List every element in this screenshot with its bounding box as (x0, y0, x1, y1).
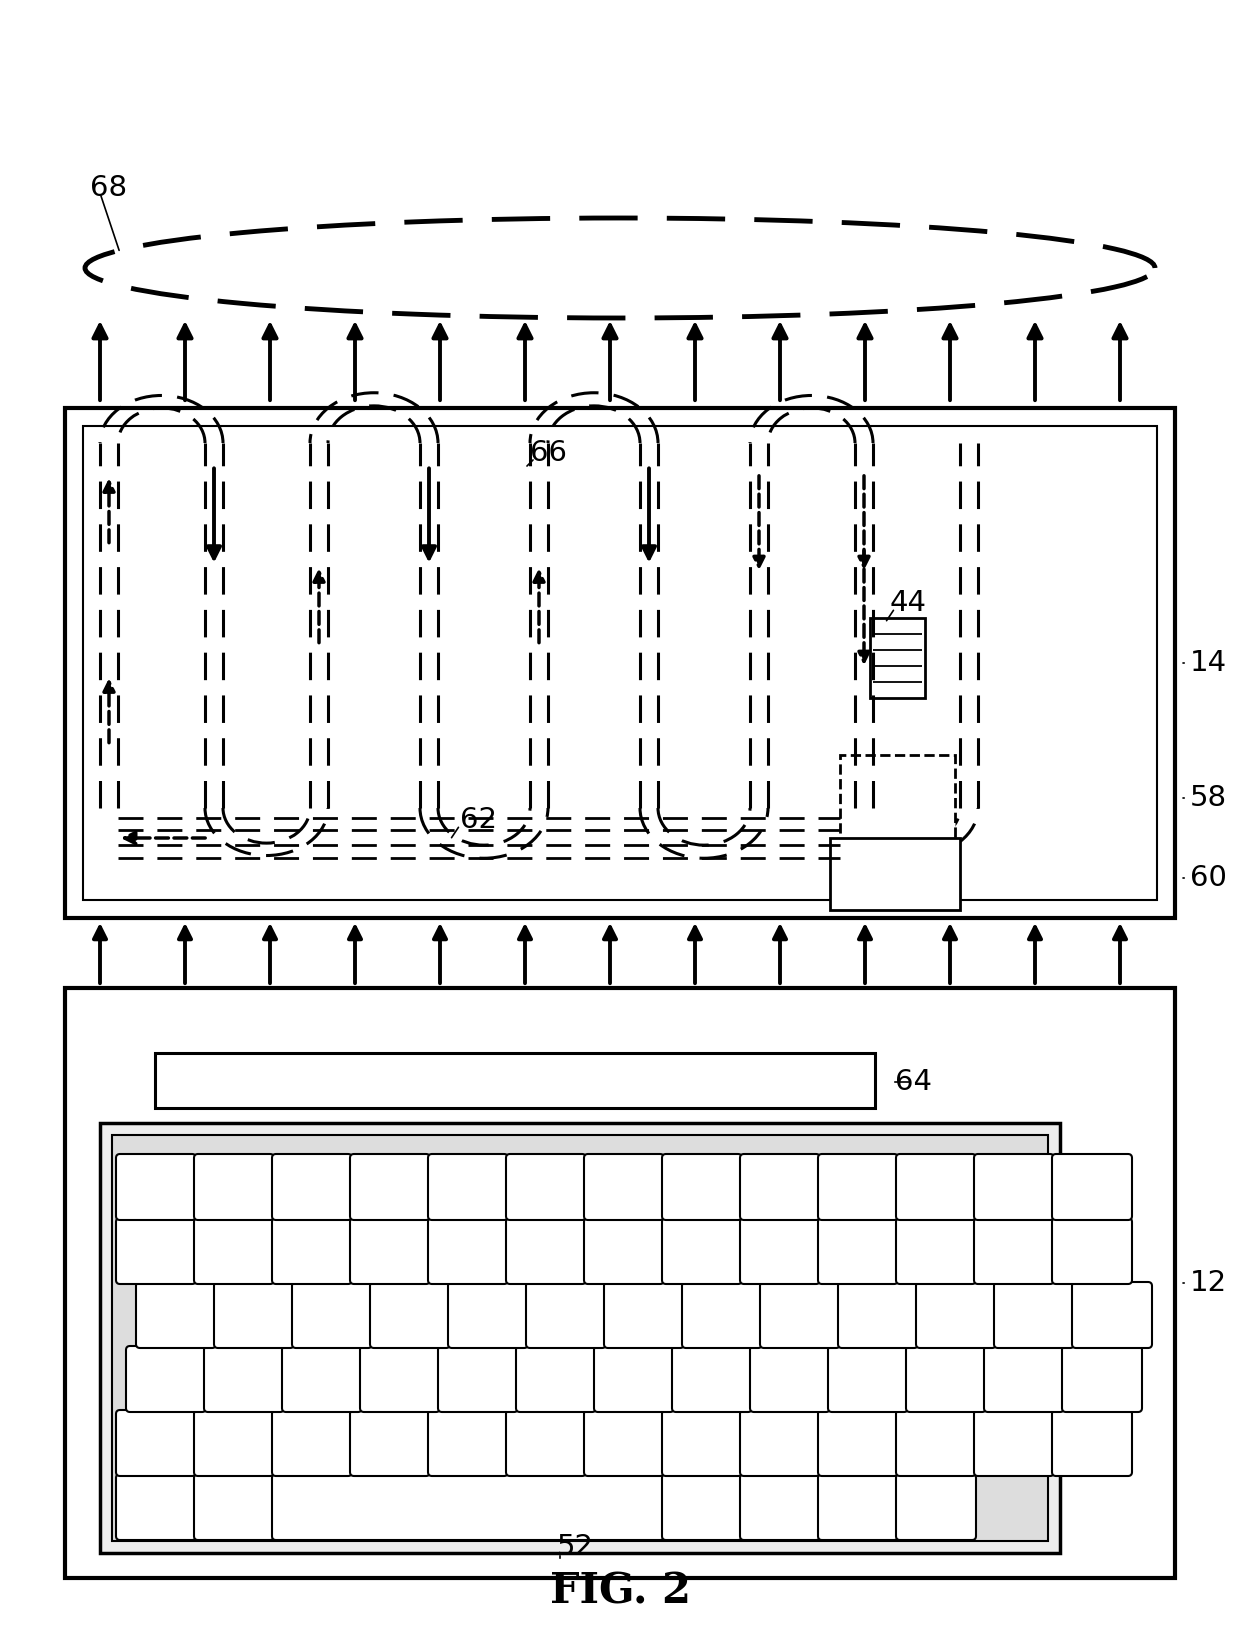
FancyBboxPatch shape (193, 1474, 274, 1540)
FancyBboxPatch shape (272, 1474, 663, 1540)
FancyBboxPatch shape (272, 1410, 352, 1476)
Text: 64: 64 (895, 1068, 932, 1096)
FancyBboxPatch shape (1052, 1219, 1132, 1284)
FancyBboxPatch shape (740, 1219, 820, 1284)
FancyBboxPatch shape (506, 1410, 587, 1476)
FancyBboxPatch shape (818, 1410, 898, 1476)
FancyBboxPatch shape (215, 1283, 294, 1348)
FancyBboxPatch shape (1052, 1155, 1132, 1220)
FancyBboxPatch shape (272, 1155, 352, 1220)
FancyBboxPatch shape (973, 1410, 1054, 1476)
FancyBboxPatch shape (897, 1219, 976, 1284)
FancyBboxPatch shape (205, 1346, 284, 1412)
FancyBboxPatch shape (193, 1219, 274, 1284)
FancyBboxPatch shape (350, 1410, 430, 1476)
FancyBboxPatch shape (506, 1219, 587, 1284)
Text: 62: 62 (460, 806, 497, 834)
FancyBboxPatch shape (526, 1283, 606, 1348)
FancyBboxPatch shape (662, 1410, 742, 1476)
Bar (155, 1053, 875, 1107)
FancyBboxPatch shape (448, 1283, 528, 1348)
FancyBboxPatch shape (750, 1346, 830, 1412)
FancyBboxPatch shape (682, 1283, 763, 1348)
FancyBboxPatch shape (740, 1474, 820, 1540)
FancyBboxPatch shape (360, 1346, 440, 1412)
FancyBboxPatch shape (584, 1219, 663, 1284)
FancyBboxPatch shape (973, 1155, 1054, 1220)
FancyBboxPatch shape (506, 1155, 587, 1220)
FancyBboxPatch shape (428, 1410, 508, 1476)
FancyBboxPatch shape (662, 1219, 742, 1284)
FancyBboxPatch shape (291, 1283, 372, 1348)
FancyBboxPatch shape (1073, 1283, 1152, 1348)
Text: 68: 68 (91, 174, 128, 201)
FancyBboxPatch shape (117, 1155, 196, 1220)
Text: FIG. 2: FIG. 2 (549, 1571, 691, 1613)
Text: 60: 60 (1190, 863, 1226, 893)
FancyBboxPatch shape (838, 1283, 918, 1348)
FancyBboxPatch shape (117, 1474, 196, 1540)
Text: 66: 66 (529, 439, 567, 467)
Bar (839, 755, 955, 840)
Text: 52: 52 (557, 1533, 594, 1561)
FancyBboxPatch shape (973, 1219, 1054, 1284)
Bar (112, 1135, 1048, 1541)
Bar (83, 426, 1157, 899)
FancyBboxPatch shape (818, 1155, 898, 1220)
FancyBboxPatch shape (584, 1410, 663, 1476)
FancyBboxPatch shape (897, 1474, 976, 1540)
Text: 44: 44 (890, 590, 928, 618)
FancyBboxPatch shape (818, 1474, 898, 1540)
FancyBboxPatch shape (897, 1410, 976, 1476)
FancyBboxPatch shape (740, 1410, 820, 1476)
Bar (830, 839, 960, 911)
FancyBboxPatch shape (117, 1410, 196, 1476)
FancyBboxPatch shape (672, 1346, 751, 1412)
FancyBboxPatch shape (438, 1346, 518, 1412)
FancyBboxPatch shape (126, 1346, 206, 1412)
FancyBboxPatch shape (594, 1346, 675, 1412)
FancyBboxPatch shape (350, 1155, 430, 1220)
Bar (870, 618, 925, 698)
Bar (100, 1124, 1060, 1553)
FancyBboxPatch shape (350, 1219, 430, 1284)
FancyBboxPatch shape (117, 1219, 196, 1284)
FancyBboxPatch shape (1052, 1410, 1132, 1476)
FancyBboxPatch shape (370, 1283, 450, 1348)
FancyBboxPatch shape (828, 1346, 908, 1412)
FancyBboxPatch shape (1061, 1346, 1142, 1412)
Text: 12: 12 (1190, 1269, 1228, 1297)
FancyBboxPatch shape (281, 1346, 362, 1412)
FancyBboxPatch shape (193, 1155, 274, 1220)
FancyBboxPatch shape (662, 1155, 742, 1220)
Text: 14: 14 (1190, 649, 1228, 676)
FancyBboxPatch shape (272, 1219, 352, 1284)
FancyBboxPatch shape (604, 1283, 684, 1348)
FancyBboxPatch shape (818, 1219, 898, 1284)
FancyBboxPatch shape (906, 1346, 986, 1412)
FancyBboxPatch shape (193, 1410, 274, 1476)
FancyBboxPatch shape (760, 1283, 839, 1348)
FancyBboxPatch shape (136, 1283, 216, 1348)
Text: 58: 58 (1190, 785, 1228, 812)
FancyBboxPatch shape (428, 1155, 508, 1220)
FancyBboxPatch shape (584, 1155, 663, 1220)
Bar (64, 988, 1176, 1577)
FancyBboxPatch shape (985, 1346, 1064, 1412)
FancyBboxPatch shape (897, 1155, 976, 1220)
FancyBboxPatch shape (428, 1219, 508, 1284)
FancyBboxPatch shape (662, 1474, 742, 1540)
Bar (64, 408, 1176, 917)
FancyBboxPatch shape (516, 1346, 596, 1412)
FancyBboxPatch shape (740, 1155, 820, 1220)
FancyBboxPatch shape (916, 1283, 996, 1348)
FancyBboxPatch shape (994, 1283, 1074, 1348)
